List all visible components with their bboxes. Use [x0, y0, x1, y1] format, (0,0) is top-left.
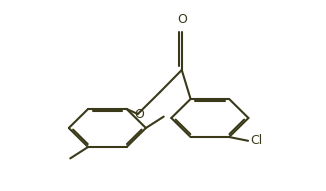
Text: O: O [177, 13, 187, 26]
Text: O: O [134, 108, 144, 121]
Text: Cl: Cl [250, 134, 262, 147]
